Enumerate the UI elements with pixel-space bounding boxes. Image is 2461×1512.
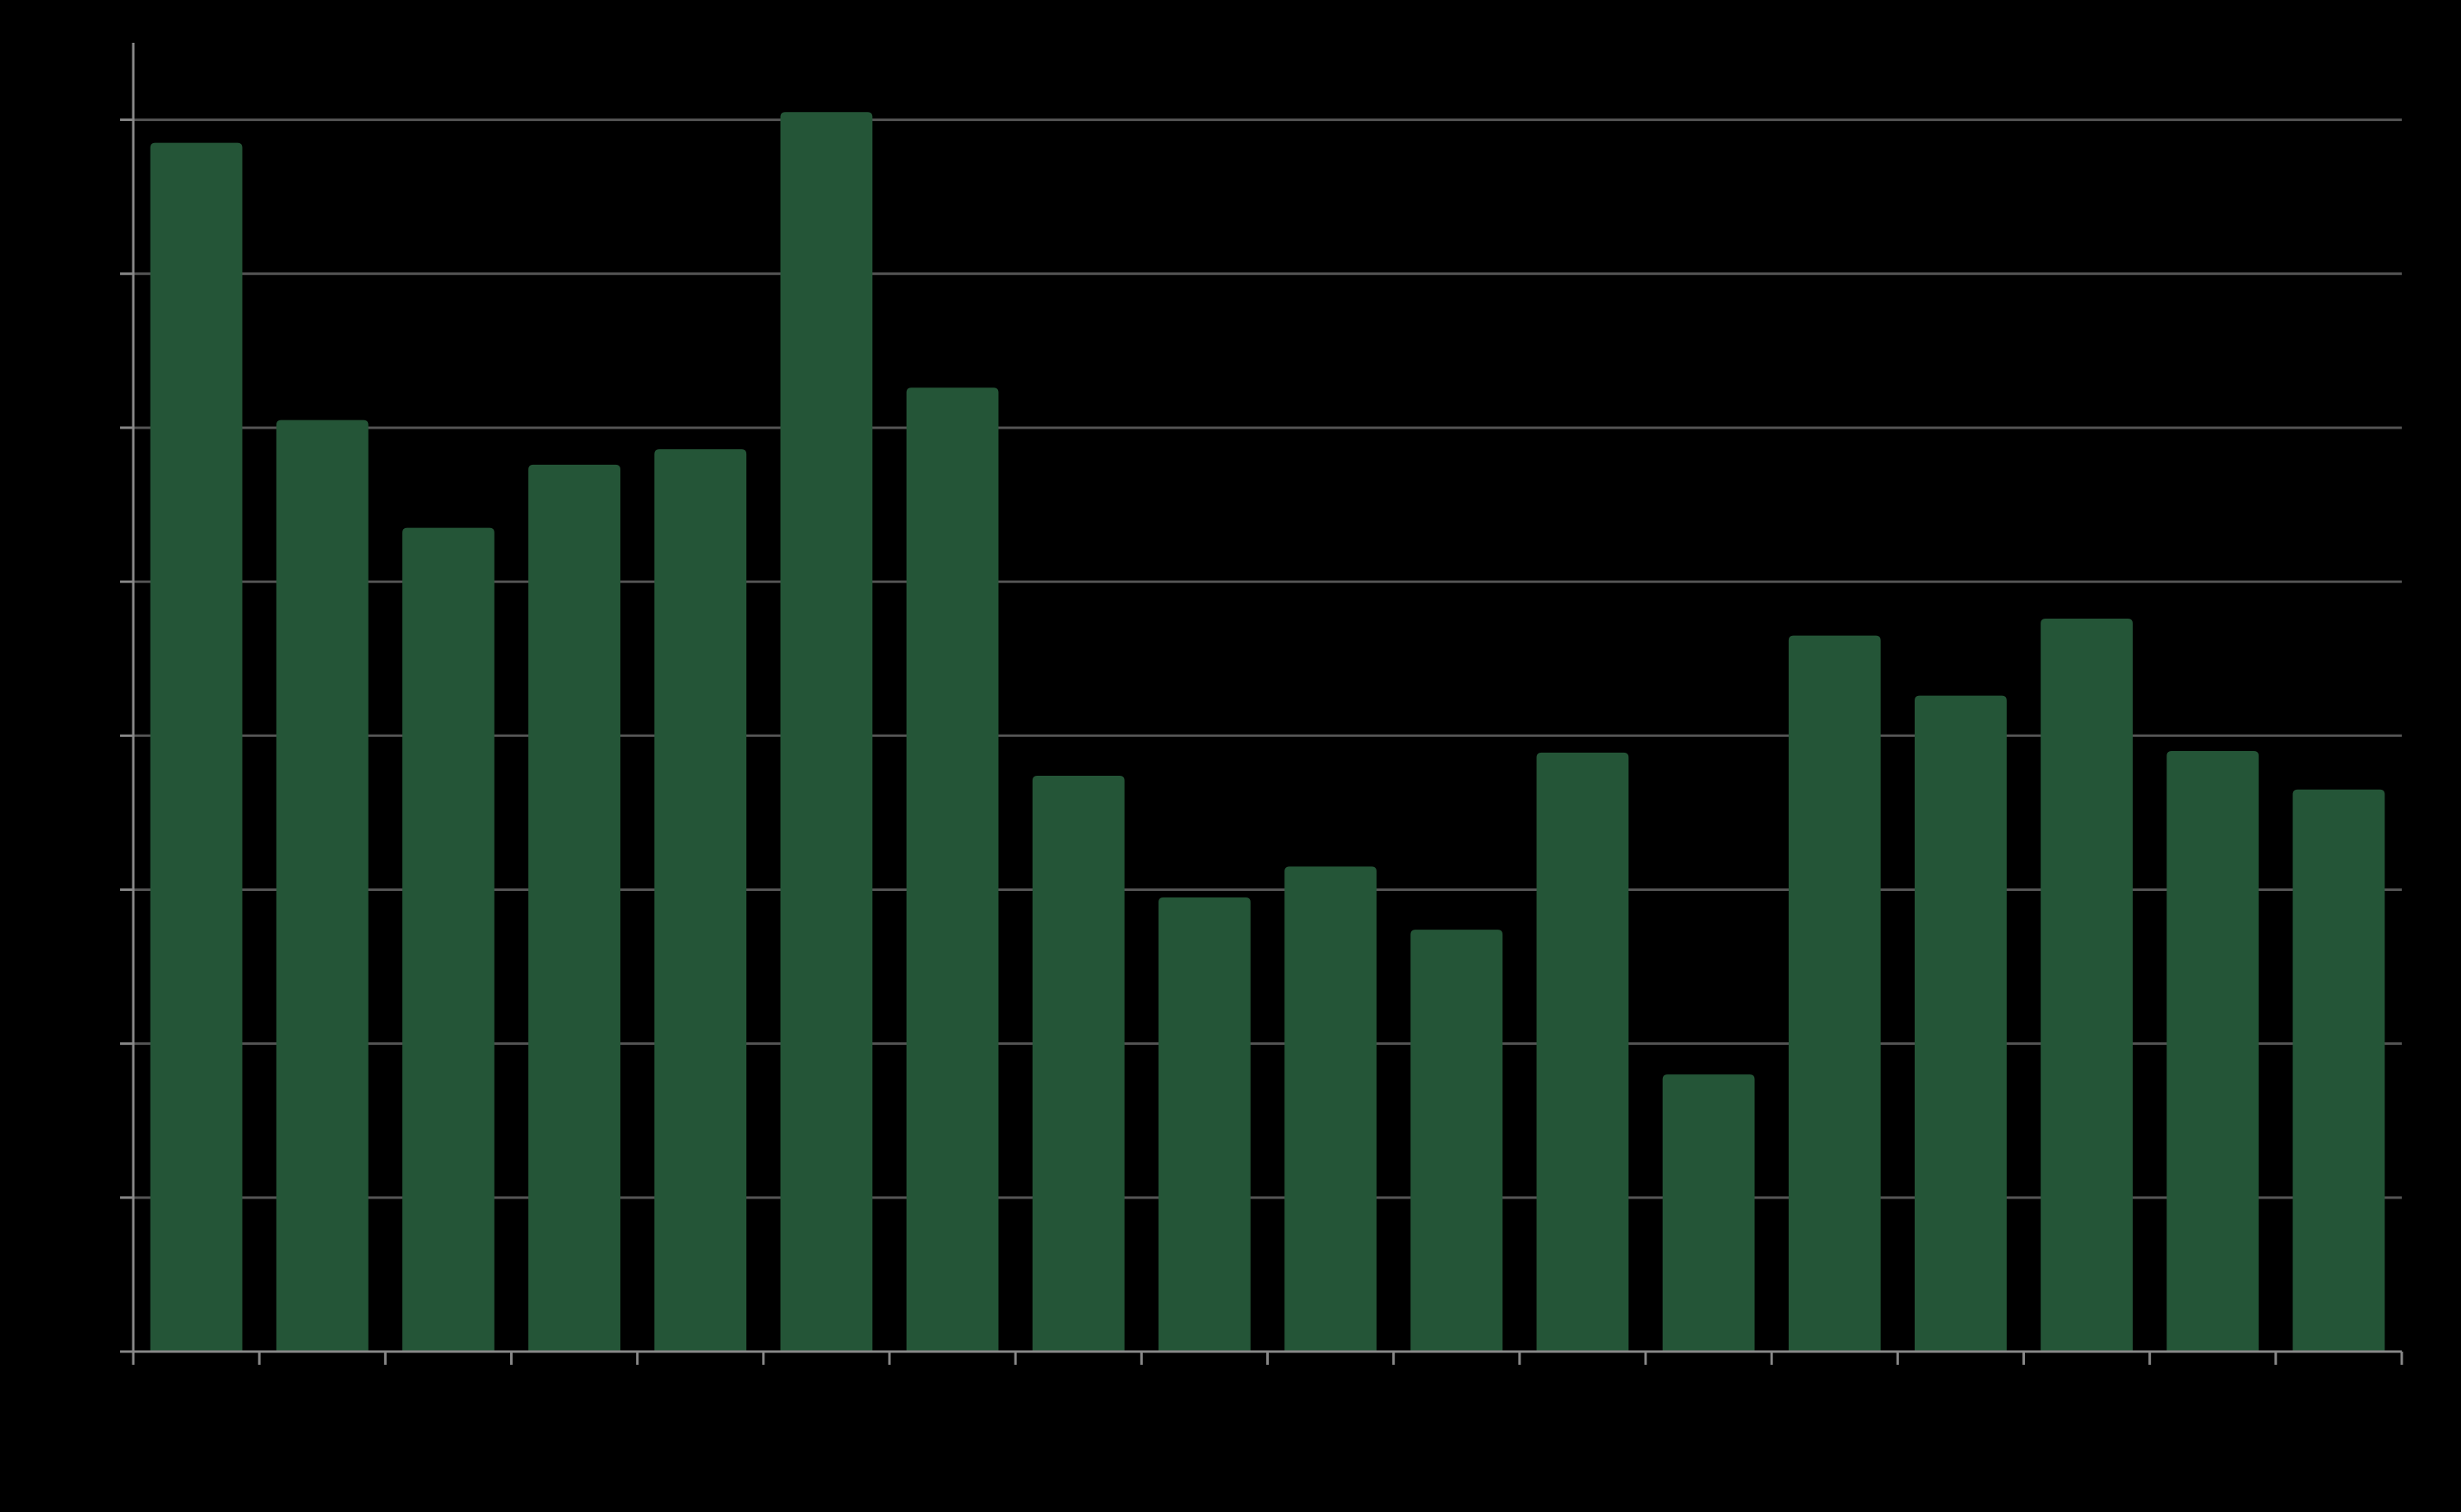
bar [1788,635,1881,1352]
bar [276,420,369,1352]
bar [654,449,747,1352]
bar [1536,752,1629,1352]
bar [402,527,495,1352]
bar [1032,775,1125,1352]
bar [1410,930,1503,1352]
bar [780,112,873,1352]
bar [906,387,999,1352]
bar [1662,1074,1755,1352]
bar [1915,695,2007,1352]
bar [528,464,620,1352]
bar [2041,619,2133,1352]
bar [2292,789,2385,1352]
bar [1284,866,1377,1352]
bar [1159,897,1251,1352]
bar [150,142,243,1352]
bar [2166,751,2259,1352]
